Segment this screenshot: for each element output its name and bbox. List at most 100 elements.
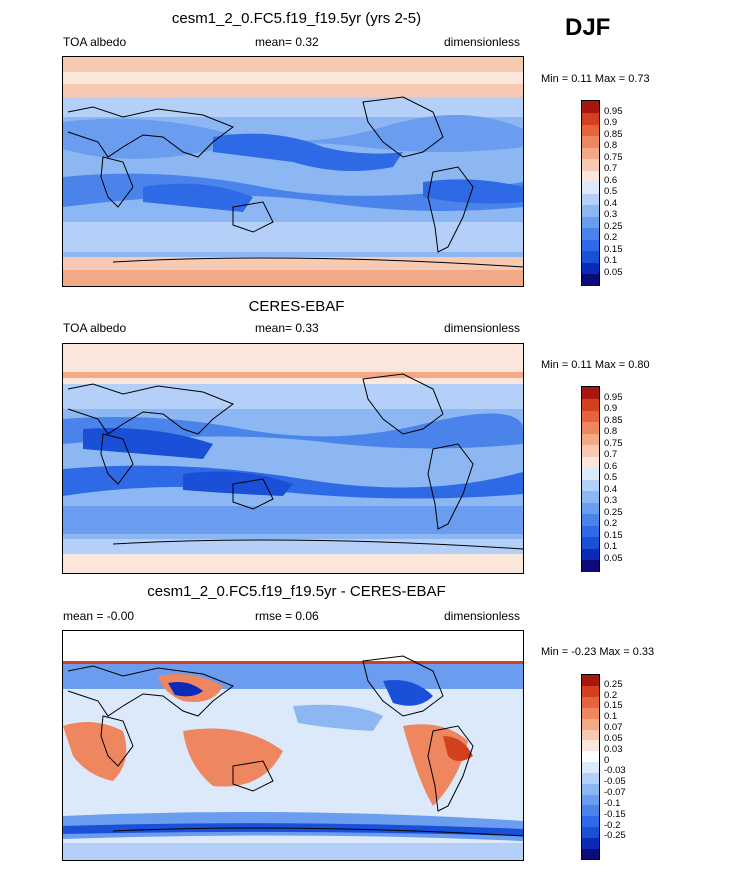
colorbar-tick-label: -0.25: [604, 830, 626, 842]
colorbar-swatch: [582, 239, 599, 251]
panel2-colorbar: [581, 386, 600, 572]
colorbar-tick-label: 0.9: [604, 117, 618, 128]
colorbar-tick-label: 0.85: [604, 128, 623, 140]
colorbar-tick-label: 0.3: [604, 495, 618, 506]
colorbar-swatch: [582, 387, 599, 399]
colorbar-tick-label: -0.15: [604, 808, 626, 820]
colorbar-tick-label: -0.03: [604, 765, 626, 777]
colorbar-swatch: [582, 421, 599, 434]
panel1-right-label: dimensionless: [444, 35, 521, 49]
colorbar-swatch: [582, 216, 599, 228]
colorbar-swatch: [582, 848, 599, 860]
colorbar-tick-label: 0.5: [604, 186, 618, 197]
colorbar-swatch: [582, 170, 599, 182]
colorbar-swatch: [582, 815, 599, 828]
colorbar-tick-label: 0.6: [604, 174, 618, 186]
colorbar-swatch: [582, 433, 599, 445]
colorbar-swatch: [582, 398, 599, 411]
colorbar-tick-label: 0.75: [604, 437, 623, 449]
panel1-minmax: Min = 0.11 Max = 0.73: [541, 73, 650, 85]
panel3-title: cesm1_2_0.FC5.f19_f19.5yr - CERES-EBAF: [147, 583, 446, 600]
panel3-colorbar: [581, 674, 600, 860]
panel3-minmax: Min = -0.23 Max = 0.33: [541, 646, 655, 658]
colorbar-tick-label: 0.03: [604, 743, 623, 755]
panel1-colorbar: [581, 100, 600, 286]
colorbar-swatch: [582, 479, 599, 491]
colorbar-swatch: [582, 685, 599, 698]
colorbar-swatch: [582, 750, 599, 763]
colorbar-swatch: [582, 181, 599, 194]
colorbar-swatch: [582, 410, 599, 422]
colorbar-tick-label: 0.05: [604, 732, 623, 744]
colorbar-swatch: [582, 739, 599, 752]
colorbar-tick-label: 0.4: [604, 197, 618, 209]
panel2-map: [62, 343, 524, 574]
panel2-center-label: mean= 0.33: [255, 321, 319, 335]
colorbar-swatch: [582, 772, 599, 784]
panel1-title: cesm1_2_0.FC5.f19_f19.5yr (yrs 2-5): [171, 10, 422, 27]
colorbar-swatch: [582, 227, 599, 240]
colorbar-swatch: [582, 837, 599, 849]
colorbar-swatch: [582, 525, 599, 537]
colorbar-swatch: [582, 193, 599, 205]
colorbar-tick-label: 0.15: [604, 529, 623, 541]
colorbar-tick-label: -0.1: [604, 797, 621, 809]
panel2-minmax: Min = 0.11 Max = 0.80: [541, 359, 650, 371]
colorbar-tick-label: 0.95: [604, 105, 623, 117]
colorbar-swatch: [582, 135, 599, 148]
panel1-map: [62, 56, 524, 287]
colorbar-swatch: [582, 783, 599, 795]
colorbar-tick-label: -0.07: [604, 787, 626, 799]
colorbar-tick-label: 0.8: [604, 426, 618, 437]
panel3-left-label: mean = -0.00: [63, 609, 135, 623]
colorbar-tick-label: -0.05: [604, 776, 626, 788]
panel2-title: CERES-EBAF: [248, 298, 345, 315]
colorbar-swatch: [582, 761, 599, 773]
colorbar-swatch: [582, 490, 599, 503]
panel3-center-label: rmse = 0.06: [255, 609, 319, 623]
colorbar-swatch: [582, 559, 599, 572]
colorbar-swatch: [582, 513, 599, 526]
colorbar-tick-label: 0.05: [604, 552, 623, 564]
colorbar-swatch: [582, 718, 599, 730]
colorbar-swatch: [582, 158, 599, 171]
colorbar-tick-label: 0.7: [604, 163, 618, 174]
panel2-right-label: dimensionless: [444, 321, 521, 335]
colorbar-tick-label: 0.1: [604, 255, 618, 266]
colorbar-tick-label: 0.05: [604, 266, 623, 278]
colorbar-swatch: [582, 124, 599, 136]
panel1-center-label: mean= 0.32: [255, 35, 319, 49]
colorbar-tick-label: 0.25: [604, 506, 623, 518]
colorbar-swatch: [582, 262, 599, 274]
colorbar-swatch: [582, 204, 599, 217]
colorbar-tick-label: 0: [604, 754, 610, 766]
colorbar-swatch: [582, 456, 599, 468]
panel2-left-label: TOA albedo: [63, 321, 127, 335]
colorbar-swatch: [582, 273, 599, 286]
colorbar-tick-label: 0.3: [604, 209, 618, 220]
colorbar-swatch: [582, 548, 599, 560]
colorbar-tick-label: 0.9: [604, 403, 618, 414]
colorbar-swatch: [582, 696, 599, 708]
colorbar-tick-label: 0.25: [604, 678, 623, 690]
colorbar-tick-label: -0.2: [604, 819, 621, 831]
colorbar-swatch: [582, 467, 599, 480]
colorbar-swatch: [582, 147, 599, 159]
colorbar-swatch: [582, 794, 599, 806]
colorbar-swatch: [582, 804, 599, 817]
colorbar-swatch: [582, 536, 599, 549]
colorbar-swatch: [582, 502, 599, 514]
panel3-right-label: dimensionless: [444, 609, 521, 623]
colorbar-swatch: [582, 250, 599, 263]
colorbar-tick-label: 0.5: [604, 472, 618, 483]
colorbar-tick-label: 0.8: [604, 140, 618, 151]
colorbar-tick-label: 0.2: [604, 689, 618, 701]
colorbar-tick-label: 0.6: [604, 460, 618, 472]
colorbar-tick-label: 0.25: [604, 220, 623, 232]
season-label: DJF: [565, 14, 611, 41]
colorbar-swatch: [582, 675, 599, 687]
colorbar-tick-label: 0.2: [604, 518, 618, 529]
colorbar-tick-label: 0.7: [604, 449, 618, 460]
colorbar-swatch: [582, 707, 599, 719]
colorbar-tick-label: 0.15: [604, 243, 623, 255]
